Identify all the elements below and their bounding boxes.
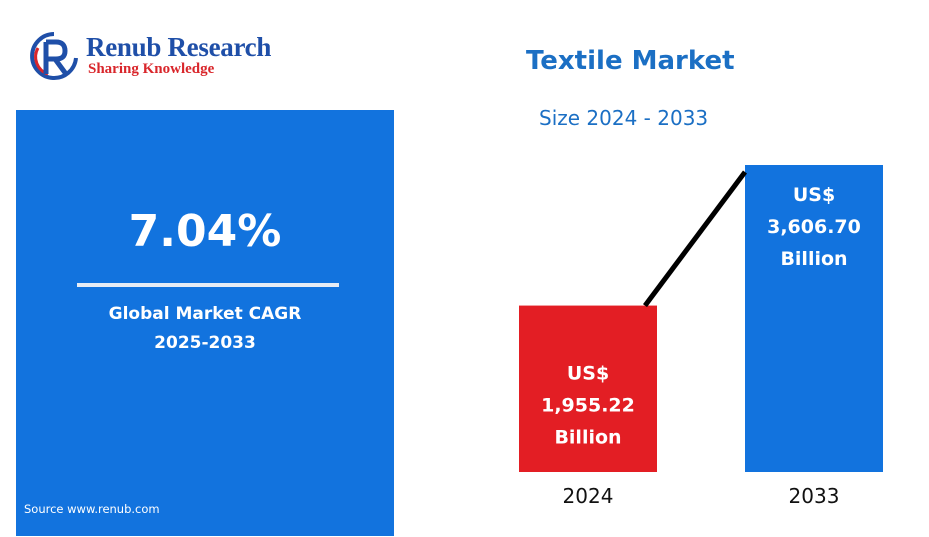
bar-label-2033-line2: 3,606.70 <box>767 216 861 238</box>
cagr-label-line1: Global Market CAGR <box>108 304 302 324</box>
bar-label-2024-line1: US$ <box>567 363 609 385</box>
trend-line <box>642 170 748 308</box>
bar-label-2033-line1: US$ <box>793 184 835 206</box>
brand-name: Renub Research <box>86 32 272 62</box>
bar-label-2033-line3: Billion <box>780 248 847 270</box>
brand-tagline: Sharing Knowledge <box>88 61 215 77</box>
cagr-panel: 7.04% Global Market CAGR 2025-2033 Sourc… <box>16 110 394 536</box>
cagr-label-line2: 2025-2033 <box>154 333 256 353</box>
bar-2033 <box>745 165 883 472</box>
bar-label-2024-line3: Billion <box>554 427 621 449</box>
brand-logo: Renub Research Sharing Knowledge <box>28 30 318 82</box>
renub-logo-icon <box>30 32 78 80</box>
source-note: Source www.renub.com <box>24 502 160 516</box>
cagr-value: 7.04% <box>128 206 282 257</box>
cagr-divider <box>77 283 339 287</box>
x-tick-2033: 2033 <box>789 484 840 508</box>
chart-title: Textile Market <box>526 46 735 76</box>
x-tick-2024: 2024 <box>563 484 614 508</box>
bar-label-2024-line2: 1,955.22 <box>541 395 635 417</box>
chart-subtitle: Size 2024 - 2033 <box>539 106 709 130</box>
bar-2024 <box>519 305 657 472</box>
cagr-label: Global Market CAGR 2025-2033 <box>16 300 394 358</box>
